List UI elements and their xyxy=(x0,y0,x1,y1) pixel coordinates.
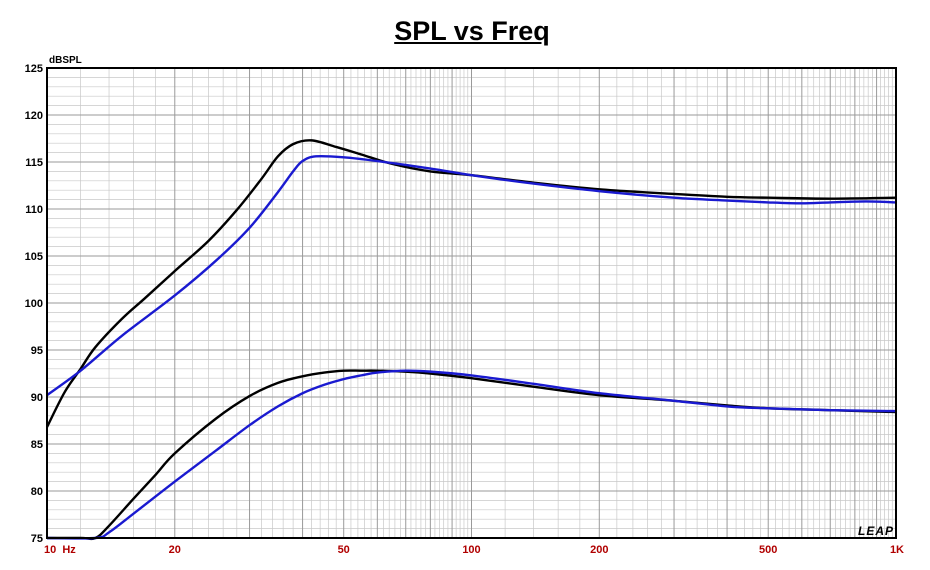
y-tick-label: 105 xyxy=(25,251,43,263)
x-tick-labels: 10 Hz 20 50 100 200 500 1K xyxy=(44,544,904,556)
y-tick-labels: 125 120 115 110 105 100 95 90 85 80 75 xyxy=(25,63,43,545)
y-tick-label: 100 xyxy=(25,298,43,310)
x-tick-label: 10 Hz xyxy=(44,544,76,556)
plot-frame xyxy=(46,67,897,539)
series-layer xyxy=(45,139,897,541)
major-grid xyxy=(47,68,896,538)
y-tick-label: 90 xyxy=(31,392,43,404)
x-tick-label: 100 xyxy=(462,544,480,556)
series-line-1-black xyxy=(45,139,897,428)
y-tick-label: 120 xyxy=(25,110,43,122)
series-line-2-blue xyxy=(46,154,897,397)
y-tick-label: 110 xyxy=(25,204,43,216)
y-tick-label: 125 xyxy=(25,63,43,75)
y-tick-label: 75 xyxy=(31,533,43,545)
y-tick-label: 115 xyxy=(25,157,43,169)
series-line-4-blue xyxy=(46,369,897,540)
leap-watermark: LEAP xyxy=(858,524,894,538)
x-tick-label: 50 xyxy=(338,544,350,556)
x-tick-label: 1K xyxy=(890,544,904,556)
y-tick-label: 95 xyxy=(31,345,43,357)
chart-title: SPL vs Freq xyxy=(394,16,550,46)
x-tick-label: 500 xyxy=(759,544,777,556)
y-tick-label: 85 xyxy=(31,439,43,451)
y-axis-label: dBSPL xyxy=(49,55,82,66)
x-tick-label: 20 xyxy=(169,544,181,556)
y-tick-label: 80 xyxy=(31,486,43,498)
x-tick-label: 200 xyxy=(590,544,608,556)
